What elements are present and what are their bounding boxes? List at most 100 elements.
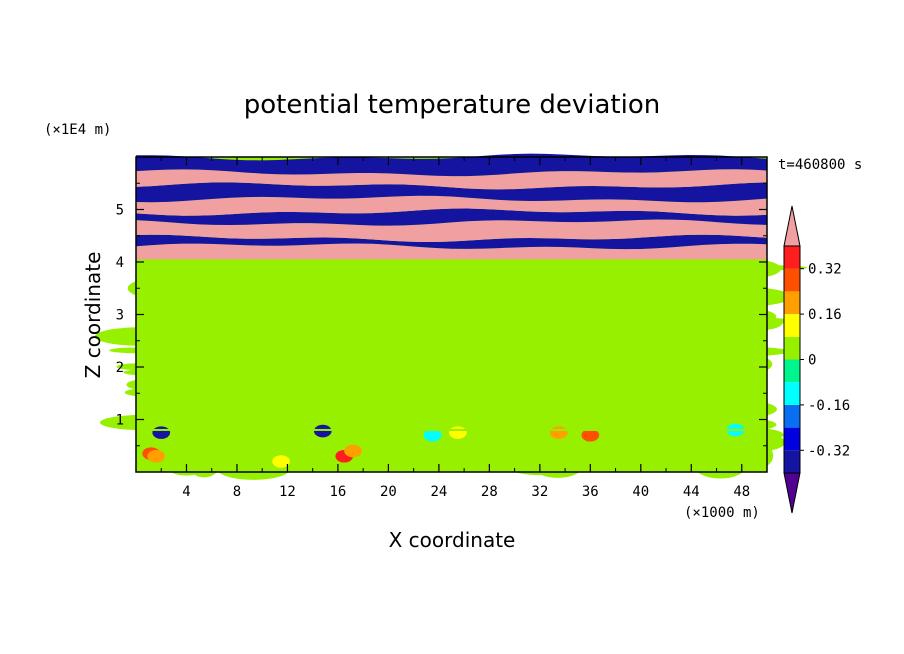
colorbar-segment	[784, 382, 800, 405]
contour-patch	[393, 355, 413, 362]
contour-patch	[452, 277, 483, 285]
contour-patch	[423, 380, 465, 400]
contour-patch	[716, 364, 732, 384]
contour-patch	[733, 355, 773, 373]
contour-patch	[167, 345, 245, 357]
contour-patch	[300, 335, 387, 351]
contour-patch	[359, 270, 429, 283]
contour-patch	[233, 410, 271, 425]
contour-patch	[159, 378, 247, 386]
x-tick-label: 24	[430, 484, 447, 500]
upper-band	[136, 208, 767, 226]
contour-patch	[216, 456, 291, 480]
contour-patch	[218, 285, 241, 302]
contour-patch	[94, 327, 189, 346]
x-tick-label: 28	[481, 484, 498, 500]
contour-patch	[679, 292, 773, 303]
contour-patch	[608, 280, 677, 300]
colorbar-bottom-arrow	[783, 472, 801, 514]
contour-patch	[287, 376, 311, 388]
colorbar-label: 0.32	[808, 262, 842, 278]
contour-patch	[138, 315, 211, 328]
y-axis-ticks: 1 2 3 4 5	[116, 182, 767, 447]
anomaly-mark	[344, 444, 362, 458]
contour-patch	[430, 262, 522, 274]
time-label: t=460800 s	[778, 157, 862, 173]
contour-patch	[634, 393, 653, 403]
anomaly-mark	[272, 455, 290, 468]
contour-patch	[605, 388, 632, 396]
y-tick-label: 2	[116, 360, 124, 376]
contour-patch	[649, 313, 683, 330]
contour-patch	[365, 443, 393, 460]
upper-band	[136, 182, 767, 203]
x-unit-label: (×1000 m)	[684, 505, 760, 521]
contour-patch	[298, 281, 322, 295]
contour-patch	[148, 291, 181, 313]
contour-patch	[341, 290, 404, 306]
contour-patch	[109, 347, 166, 354]
contour-patch	[219, 394, 301, 416]
contour-patch	[600, 347, 666, 365]
colorbar-top-arrow	[783, 205, 801, 247]
contour-patch	[708, 431, 786, 453]
anomaly-mark	[549, 426, 568, 439]
upper-band	[136, 195, 767, 216]
contour-patch	[730, 315, 750, 334]
contour-patch	[672, 370, 727, 382]
contour-patch	[698, 405, 759, 422]
contour-patch	[491, 285, 586, 298]
colorbar: -0.32 -0.16 0 0.16 0.32	[783, 205, 850, 514]
colorbar-label: 0.16	[808, 307, 842, 323]
x-tick-label: 32	[531, 484, 548, 500]
contour-patch	[499, 461, 569, 468]
anomaly-mark	[313, 424, 332, 438]
contour-patch	[593, 423, 643, 448]
contour-patch	[233, 370, 256, 389]
contour-patch	[556, 311, 593, 319]
contour-patch	[479, 271, 530, 291]
contour-patch	[99, 414, 192, 431]
contour-patch	[720, 342, 768, 355]
anomaly-mark	[423, 428, 442, 442]
upper-band	[136, 234, 767, 250]
x-axis-label: X coordinate	[389, 528, 516, 552]
contour-patch	[135, 406, 164, 415]
contour-patch	[467, 462, 487, 470]
x-tick-label: 20	[380, 484, 397, 500]
contour-patch	[650, 421, 682, 445]
anomaly-mark	[147, 449, 166, 463]
colorbar-segment	[784, 314, 800, 337]
y-tick-label: 5	[116, 203, 124, 219]
x-tick-label: 36	[582, 484, 599, 500]
upper-band	[136, 219, 767, 242]
x-tick-label: 40	[632, 484, 649, 500]
colorbar-segment	[784, 336, 800, 360]
contour-patch	[257, 295, 337, 302]
colorbar-label: -0.16	[808, 398, 850, 414]
anomaly-mark	[581, 428, 600, 442]
contour-patch	[520, 269, 587, 282]
contour-patch	[563, 295, 646, 302]
contour-patch	[607, 325, 702, 347]
contour-patch	[236, 266, 300, 276]
contour-patch	[198, 441, 224, 457]
anomaly-mark	[152, 426, 171, 439]
contour-patch	[330, 358, 375, 371]
colorbar-segment	[784, 246, 800, 269]
contour-patch	[510, 296, 576, 311]
contour-patch	[296, 275, 351, 284]
colorbar-segment	[784, 450, 800, 473]
colorbar-segment	[784, 268, 800, 292]
y-unit-label: (×1E4 m)	[44, 122, 111, 138]
contour-patch	[417, 346, 472, 362]
contour-patch	[560, 444, 596, 470]
contour-patch	[557, 357, 572, 365]
plot-area	[94, 153, 808, 480]
contour-patch	[190, 413, 222, 435]
contour-patch	[315, 376, 355, 392]
x-tick-label: 48	[733, 484, 750, 500]
contour-patch	[476, 361, 531, 375]
contour-patch	[401, 443, 418, 453]
